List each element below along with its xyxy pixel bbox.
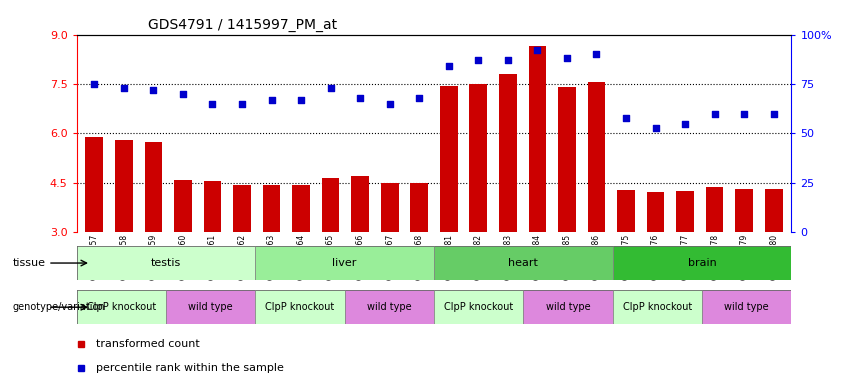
Bar bbox=[381, 183, 398, 232]
Text: brain: brain bbox=[688, 258, 717, 268]
Bar bbox=[613, 290, 702, 324]
Text: ClpP knockout: ClpP knockout bbox=[87, 302, 156, 312]
Point bbox=[530, 47, 544, 53]
Point bbox=[294, 97, 308, 103]
Text: testis: testis bbox=[151, 258, 181, 268]
Bar bbox=[292, 185, 310, 232]
Bar bbox=[523, 290, 613, 324]
Bar bbox=[115, 140, 133, 232]
Bar bbox=[470, 84, 487, 232]
Point bbox=[117, 85, 131, 91]
Bar bbox=[203, 181, 221, 232]
Bar bbox=[255, 290, 345, 324]
Bar bbox=[617, 190, 635, 232]
Bar bbox=[702, 290, 791, 324]
Point bbox=[767, 111, 780, 117]
Point bbox=[324, 85, 338, 91]
Text: wild type: wild type bbox=[545, 302, 591, 312]
Text: ClpP knockout: ClpP knockout bbox=[266, 302, 334, 312]
Bar bbox=[77, 246, 255, 280]
Bar bbox=[647, 192, 665, 232]
Bar bbox=[440, 86, 458, 232]
Point bbox=[471, 57, 485, 63]
Bar bbox=[322, 178, 340, 232]
FancyBboxPatch shape bbox=[77, 246, 791, 280]
Text: wild type: wild type bbox=[724, 302, 769, 312]
Bar bbox=[410, 183, 428, 232]
Text: wild type: wild type bbox=[367, 302, 412, 312]
Point bbox=[353, 95, 367, 101]
Bar bbox=[735, 189, 753, 232]
Bar bbox=[166, 290, 255, 324]
Point bbox=[590, 51, 603, 58]
Point bbox=[442, 63, 455, 69]
Text: genotype/variation: genotype/variation bbox=[13, 302, 106, 312]
Text: heart: heart bbox=[508, 258, 539, 268]
Text: ClpP knockout: ClpP knockout bbox=[444, 302, 513, 312]
Bar bbox=[499, 74, 517, 232]
Text: wild type: wild type bbox=[188, 302, 233, 312]
Text: ClpP knockout: ClpP knockout bbox=[623, 302, 692, 312]
Point bbox=[648, 124, 662, 131]
Bar bbox=[765, 189, 783, 232]
Bar bbox=[613, 246, 791, 280]
Point bbox=[206, 101, 220, 107]
Bar bbox=[233, 185, 251, 232]
Bar bbox=[528, 46, 546, 232]
Point bbox=[265, 97, 278, 103]
Bar bbox=[255, 246, 434, 280]
Bar bbox=[145, 142, 163, 232]
Bar bbox=[677, 191, 694, 232]
Point bbox=[620, 114, 633, 121]
Text: transformed count: transformed count bbox=[95, 339, 199, 349]
Bar bbox=[174, 180, 191, 232]
Bar bbox=[345, 290, 434, 324]
Point bbox=[560, 55, 574, 61]
Text: percentile rank within the sample: percentile rank within the sample bbox=[95, 363, 283, 373]
Bar bbox=[705, 187, 723, 232]
Point bbox=[678, 121, 692, 127]
Point bbox=[413, 95, 426, 101]
Point bbox=[383, 101, 397, 107]
Text: tissue: tissue bbox=[13, 258, 46, 268]
Text: GDS4791 / 1415997_PM_at: GDS4791 / 1415997_PM_at bbox=[148, 18, 337, 32]
Point bbox=[88, 81, 101, 87]
Point bbox=[235, 101, 248, 107]
Bar bbox=[558, 87, 576, 232]
Text: liver: liver bbox=[333, 258, 357, 268]
Bar bbox=[587, 82, 605, 232]
Point bbox=[501, 57, 515, 63]
FancyBboxPatch shape bbox=[77, 290, 791, 324]
Point bbox=[176, 91, 190, 97]
Bar bbox=[434, 290, 523, 324]
Bar bbox=[77, 290, 166, 324]
Bar bbox=[263, 185, 281, 232]
Point bbox=[737, 111, 751, 117]
Bar bbox=[85, 137, 103, 232]
Point bbox=[708, 111, 722, 117]
Point bbox=[146, 87, 160, 93]
Bar bbox=[351, 176, 369, 232]
Bar bbox=[434, 246, 613, 280]
